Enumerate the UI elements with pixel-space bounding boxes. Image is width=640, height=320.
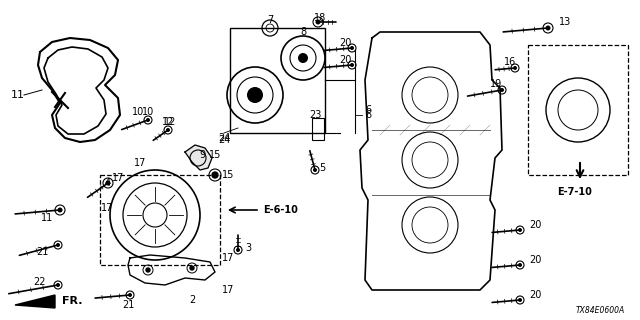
Text: 1: 1 xyxy=(17,90,24,100)
Circle shape xyxy=(313,168,317,172)
Text: 2: 2 xyxy=(189,295,195,305)
Text: 20: 20 xyxy=(339,55,351,65)
Circle shape xyxy=(146,118,150,122)
Text: 24: 24 xyxy=(218,133,230,143)
Text: 17: 17 xyxy=(134,158,146,168)
Circle shape xyxy=(316,20,321,25)
Text: 9: 9 xyxy=(199,150,205,160)
Circle shape xyxy=(500,88,504,92)
Text: FR.: FR. xyxy=(62,296,83,306)
Text: 24: 24 xyxy=(218,135,230,145)
Text: 20: 20 xyxy=(529,290,541,300)
Text: 19: 19 xyxy=(490,79,502,89)
Text: 17: 17 xyxy=(222,285,234,295)
Text: 16: 16 xyxy=(504,57,516,67)
Circle shape xyxy=(518,263,522,267)
Text: 20: 20 xyxy=(529,220,541,230)
Circle shape xyxy=(518,228,522,232)
Circle shape xyxy=(56,243,60,247)
Text: 10: 10 xyxy=(132,107,144,117)
Text: 20: 20 xyxy=(529,255,541,265)
Bar xyxy=(100,175,220,265)
Text: 12: 12 xyxy=(164,117,176,127)
Text: 18: 18 xyxy=(314,13,326,23)
Text: 10: 10 xyxy=(142,107,154,117)
Circle shape xyxy=(166,128,170,132)
Text: 5: 5 xyxy=(319,163,325,173)
Text: 23: 23 xyxy=(309,110,321,120)
Circle shape xyxy=(128,293,132,297)
Circle shape xyxy=(56,283,60,287)
Circle shape xyxy=(350,46,354,50)
Text: 11: 11 xyxy=(41,213,53,223)
Text: 15: 15 xyxy=(222,170,234,180)
Polygon shape xyxy=(185,145,212,170)
Text: 4: 4 xyxy=(105,178,111,188)
Text: 17: 17 xyxy=(112,173,124,183)
Circle shape xyxy=(247,87,263,103)
Text: E-7-10: E-7-10 xyxy=(557,187,593,197)
Circle shape xyxy=(350,63,354,67)
Text: 17: 17 xyxy=(101,203,113,213)
Bar xyxy=(528,45,628,175)
Circle shape xyxy=(106,180,111,186)
Text: E-6-10: E-6-10 xyxy=(263,205,298,215)
Text: 13: 13 xyxy=(559,17,571,27)
Text: 7: 7 xyxy=(267,15,273,25)
Circle shape xyxy=(236,248,240,252)
Text: 12: 12 xyxy=(162,117,174,127)
Circle shape xyxy=(545,26,550,30)
Text: 6: 6 xyxy=(365,110,371,120)
Bar xyxy=(312,118,324,140)
Circle shape xyxy=(190,266,194,270)
Text: 17: 17 xyxy=(222,253,234,263)
Text: 6: 6 xyxy=(365,105,371,115)
Circle shape xyxy=(513,66,517,70)
Circle shape xyxy=(146,268,150,272)
Text: 21: 21 xyxy=(122,300,134,310)
Text: 3: 3 xyxy=(245,243,251,253)
Text: 22: 22 xyxy=(34,277,46,287)
Text: 1: 1 xyxy=(10,90,17,100)
Text: 20: 20 xyxy=(339,38,351,48)
Text: 15: 15 xyxy=(209,150,221,160)
Bar xyxy=(230,28,325,133)
Circle shape xyxy=(58,207,63,212)
Circle shape xyxy=(212,172,218,178)
Polygon shape xyxy=(15,295,55,308)
Text: 8: 8 xyxy=(300,27,306,37)
Circle shape xyxy=(518,298,522,302)
Circle shape xyxy=(298,53,308,63)
Text: 21: 21 xyxy=(36,247,48,257)
Text: TX84E0600A: TX84E0600A xyxy=(576,306,625,315)
